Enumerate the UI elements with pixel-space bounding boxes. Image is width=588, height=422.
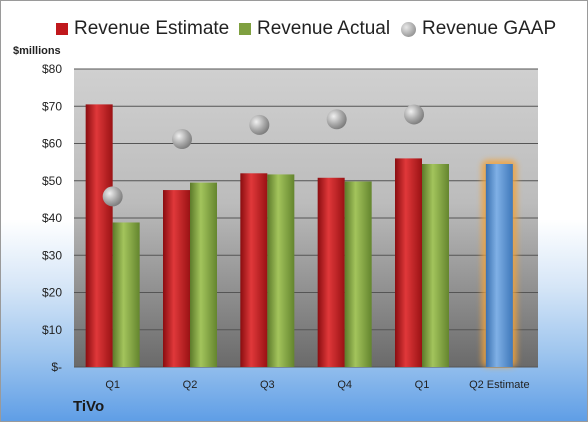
y-tick-label: $40 [42, 211, 62, 225]
gaap-marker [326, 109, 347, 130]
gaap-marker [404, 104, 424, 125]
legend-swatch-estimate [56, 23, 68, 35]
gaap-marker [249, 114, 270, 135]
gaap-marker [102, 186, 123, 207]
y-axis-ticks: $- $10 $20 $30 $40 $50 $60 $70 $80 [42, 62, 62, 374]
x-tick-label: Q3 [260, 379, 275, 391]
legend-item-estimate: Revenue Estimate [56, 18, 229, 40]
bar-estimate [317, 177, 345, 367]
gaap-markers [102, 104, 424, 207]
bar-actual [422, 163, 449, 367]
y-axis-unit-label: $millions [13, 45, 61, 57]
bars [85, 104, 517, 367]
gaap-marker [172, 129, 192, 150]
y-tick-label: $30 [42, 248, 62, 262]
x-tick-label: Q2 Estimate [469, 379, 530, 391]
y-tick-label: $80 [42, 62, 62, 76]
bar-estimate [163, 190, 190, 367]
legend-item-gaap: Revenue GAAP [401, 18, 556, 40]
legend-label-gaap: Revenue GAAP [422, 18, 557, 39]
legend-label-actual: Revenue Actual [257, 18, 391, 39]
y-tick-label: $50 [42, 174, 62, 188]
legend-swatch-gaap [401, 21, 416, 37]
bar-actual [190, 182, 217, 367]
company-name: TiVo [73, 398, 105, 415]
bar-actual [112, 222, 140, 367]
y-tick-label: $10 [42, 323, 62, 337]
x-axis-ticks: Q1 Q2 Q3 Q4 Q1 Q2 Estimate [105, 379, 529, 391]
y-tick-label: $70 [42, 99, 62, 113]
y-tick-label: $- [51, 360, 62, 374]
legend-item-actual: Revenue Actual [239, 18, 390, 40]
legend-swatch-actual [239, 23, 251, 35]
bar-estimate [395, 158, 422, 367]
bar-estimate [85, 104, 113, 367]
legend-label-estimate: Revenue Estimate [74, 18, 230, 39]
x-tick-label: Q4 [337, 379, 352, 391]
x-tick-label: Q1 [105, 379, 120, 391]
gridlines [74, 68, 538, 368]
y-tick-label: $20 [42, 286, 62, 300]
bar-actual [344, 181, 372, 367]
bar-estimate-forecast [485, 163, 513, 367]
x-tick-label: Q2 [183, 379, 198, 391]
y-tick-label: $60 [42, 137, 62, 151]
bar-actual [267, 174, 295, 367]
bar-estimate [240, 173, 268, 367]
x-tick-label: Q1 [415, 379, 430, 391]
